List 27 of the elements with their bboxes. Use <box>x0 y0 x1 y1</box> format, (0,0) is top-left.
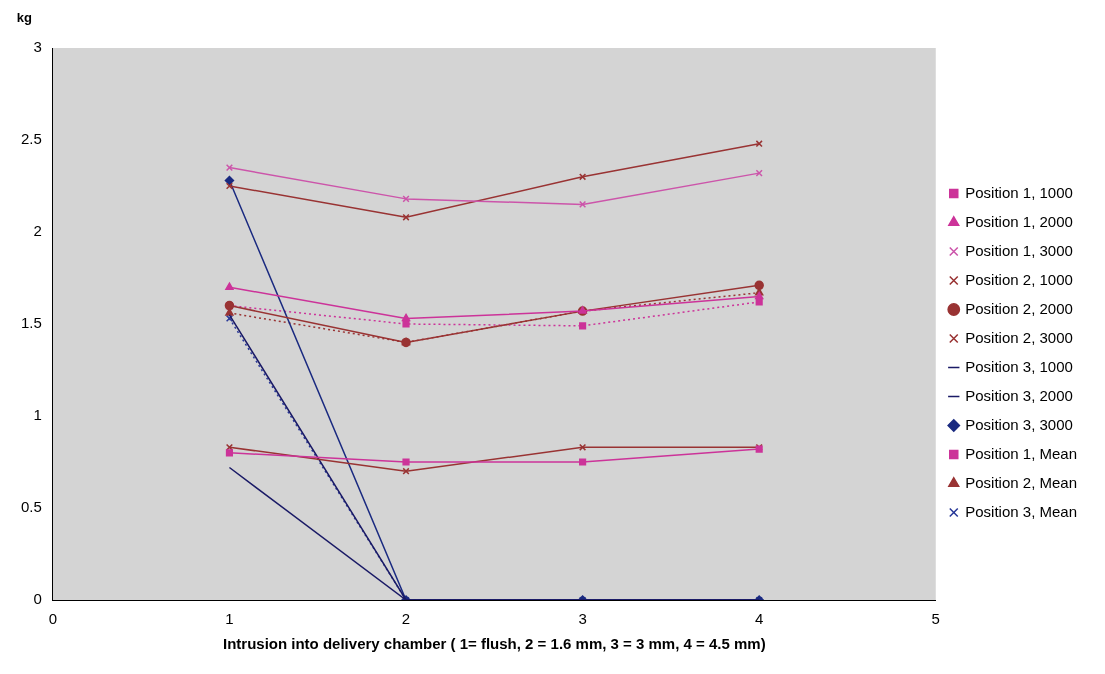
legend-label: Position 3, 1000 <box>965 357 1073 375</box>
x-tick-label: 4 <box>755 610 764 628</box>
legend-label: Position 3, 2000 <box>965 386 1073 404</box>
x-tick-label: 5 <box>931 610 940 628</box>
x-tick-label: 0 <box>48 610 58 628</box>
y-tick-label: 0.5 <box>20 498 42 516</box>
y-tick-label: 0 <box>33 590 42 608</box>
legend-label: Position 1, 1000 <box>965 183 1073 201</box>
legend-label: Position 3, Mean <box>965 502 1077 520</box>
legend-label: Position 2, Mean <box>965 473 1077 491</box>
legend-label: Position 1, 3000 <box>965 241 1073 259</box>
x-tick-label: 3 <box>578 610 587 628</box>
legend-label: Position 2, 1000 <box>965 270 1073 288</box>
legend-label: Position 3, 3000 <box>965 415 1073 433</box>
y-tick-label: 3 <box>33 38 42 56</box>
y-axis-title: kg <box>16 10 33 25</box>
x-tick-label: 2 <box>401 610 411 628</box>
y-tick-label: 1.5 <box>20 314 42 332</box>
legend-label: Position 1, Mean <box>965 444 1077 462</box>
y-tick-label: 1 <box>33 406 42 424</box>
y-tick-label: 2 <box>33 222 42 240</box>
x-tick-label: 1 <box>225 610 234 628</box>
y-tick-label: 2.5 <box>20 130 42 148</box>
legend-label: Position 2, 3000 <box>965 328 1073 346</box>
x-axis-title: Intrusion into delivery chamber ( 1= flush, 2 = 1.6 mm, 3 = 3 mm, 4 = 4.5 mm) <box>222 635 766 653</box>
legend-label: Position 1, 2000 <box>965 212 1073 230</box>
legend-label: Position 2, 2000 <box>965 299 1073 317</box>
